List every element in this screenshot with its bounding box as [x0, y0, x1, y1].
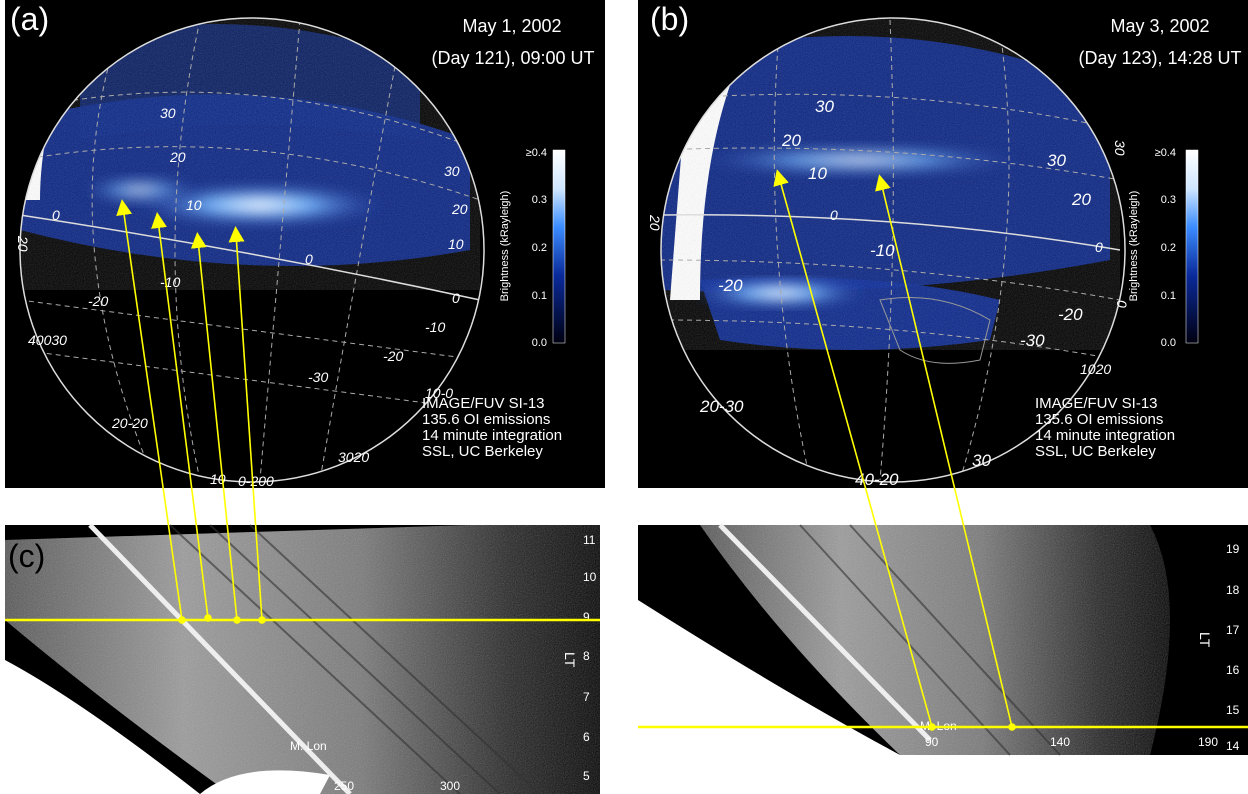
cb-tick: 0.0 — [1161, 337, 1176, 349]
grid-label: 30 — [1112, 140, 1128, 156]
time: (Day 123), 14:28 UT — [1078, 48, 1241, 68]
cb-tick: 0.3 — [1161, 194, 1176, 206]
panel-label: (c) — [8, 538, 45, 574]
cb-tick: 0.2 — [532, 242, 547, 254]
grid-label: 0 — [452, 290, 460, 306]
y-tick: 15 — [1226, 703, 1240, 717]
grid-label: 30 — [444, 163, 460, 179]
grid-label: -20 — [718, 276, 743, 295]
grid-label: 20 — [15, 235, 31, 252]
x-tick: 250 — [334, 779, 354, 793]
credit-line: 135.6 OI emissions — [422, 411, 550, 428]
grid-label: 20 — [647, 214, 663, 231]
cb-tick: 0.3 — [532, 194, 547, 206]
y-tick: 10 — [583, 570, 597, 584]
y-tick: 16 — [1226, 663, 1240, 677]
time: (Day 121), 09:00 UT — [431, 48, 594, 68]
x-tick: 190 — [1198, 735, 1218, 749]
grid-label: 30 — [815, 97, 834, 116]
x-tick: 150 — [120, 779, 140, 793]
grid-label: 20 — [451, 201, 468, 217]
grid-label: -20 — [383, 348, 403, 364]
grid-label: 30 — [160, 105, 176, 121]
grid-label: 20-20 — [111, 415, 148, 431]
credit-line: 14 minute integration — [1035, 427, 1175, 444]
grid-label: 20-30 — [699, 397, 744, 416]
grid-label: 20 — [1071, 190, 1091, 209]
cb-tick: 0.1 — [532, 290, 547, 302]
cb-tick: 0.1 — [1161, 290, 1176, 302]
grid-label: 0-200 — [238, 473, 274, 489]
date: May 3, 2002 — [1110, 16, 1209, 36]
panel-label: (b) — [650, 1, 689, 37]
grid-label: 0 — [305, 251, 313, 267]
grid-label: 30 — [1047, 151, 1066, 170]
grid-label: 20 — [781, 131, 801, 150]
y-tick: 11 — [583, 533, 596, 547]
x-title: M. Lon — [290, 739, 327, 753]
y-tick: 19 — [1226, 542, 1240, 556]
grid-label: -30 — [308, 369, 328, 385]
cb-tick: ≥0.4 — [526, 147, 547, 159]
panel-label: (d) — [640, 538, 679, 574]
credit-line: SSL, UC Berkeley — [1035, 443, 1156, 460]
colorbar-title: Brightness (kRayleigh) — [499, 191, 511, 302]
grid-label: -10 — [870, 241, 895, 260]
colorbar — [1186, 150, 1198, 343]
y-tick: 18 — [1226, 583, 1240, 597]
colorbar-title: Brightness (kRayleigh) — [1128, 191, 1140, 302]
credit-line: 14 minute integration — [422, 427, 562, 444]
grid-label: 3020 — [338, 449, 369, 465]
figure: ≥0.4 0.3 0.2 0.1 0.0 Brightness (kRaylei… — [0, 0, 1248, 794]
y-tick: 17 — [1226, 623, 1240, 637]
grid-label: 0 — [1095, 239, 1103, 255]
panel-c — [5, 525, 600, 794]
y-tick: 6 — [583, 730, 590, 744]
y-title: LT — [562, 652, 578, 668]
y-tick: 9 — [583, 610, 590, 624]
grid-label: 0 — [1114, 300, 1130, 308]
grid-label: -20 — [1058, 305, 1083, 324]
grid-label: 0 — [830, 207, 838, 223]
x-tick: 350 — [650, 735, 670, 749]
grid-label: 30 — [972, 451, 991, 470]
grid-label: 10-0 — [425, 385, 453, 401]
cb-tick: 0.0 — [532, 337, 547, 349]
credit-line: 135.6 OI emissions — [1035, 411, 1163, 428]
grid-label: 10 — [808, 164, 827, 183]
cb-tick: ≥0.4 — [1155, 147, 1176, 159]
grid-label: 10 — [186, 197, 202, 213]
credit-line: IMAGE/FUV SI-13 — [1035, 395, 1158, 412]
y-tick: 8 — [583, 649, 590, 663]
y-tick: 14 — [1226, 739, 1240, 753]
grid-label: 0 — [52, 207, 60, 223]
x-tick: 40 — [798, 735, 812, 749]
colorbar — [553, 150, 565, 343]
cb-tick: 0.2 — [1161, 242, 1176, 254]
panel-label: (a) — [10, 1, 49, 37]
credit-line: SSL, UC Berkeley — [422, 443, 543, 460]
grid-label: 10 — [448, 236, 464, 252]
grid-label: -10 — [425, 319, 445, 335]
grid-label: 40030 — [28, 332, 67, 348]
y-tick: 5 — [583, 769, 590, 783]
x-tick: 90 — [925, 735, 939, 749]
x-tick: 300 — [440, 779, 460, 793]
y-tick: 7 — [583, 690, 590, 704]
date: May 1, 2002 — [462, 16, 561, 36]
x-tick: 200 — [228, 779, 248, 793]
grid-label: 1020 — [1080, 361, 1111, 377]
x-tick: 140 — [1050, 735, 1070, 749]
grid-label: -20 — [88, 293, 108, 309]
y-title: LT — [1197, 632, 1213, 648]
grid-label: -10 — [160, 274, 180, 290]
credit-a: IMAGE/FUV SI-13 135.6 OI emissions 14 mi… — [422, 395, 562, 460]
grid-label: 20 — [169, 149, 186, 165]
credit-b: IMAGE/FUV SI-13 135.6 OI emissions 14 mi… — [1035, 395, 1175, 460]
grid-label: -30 — [1020, 331, 1045, 350]
